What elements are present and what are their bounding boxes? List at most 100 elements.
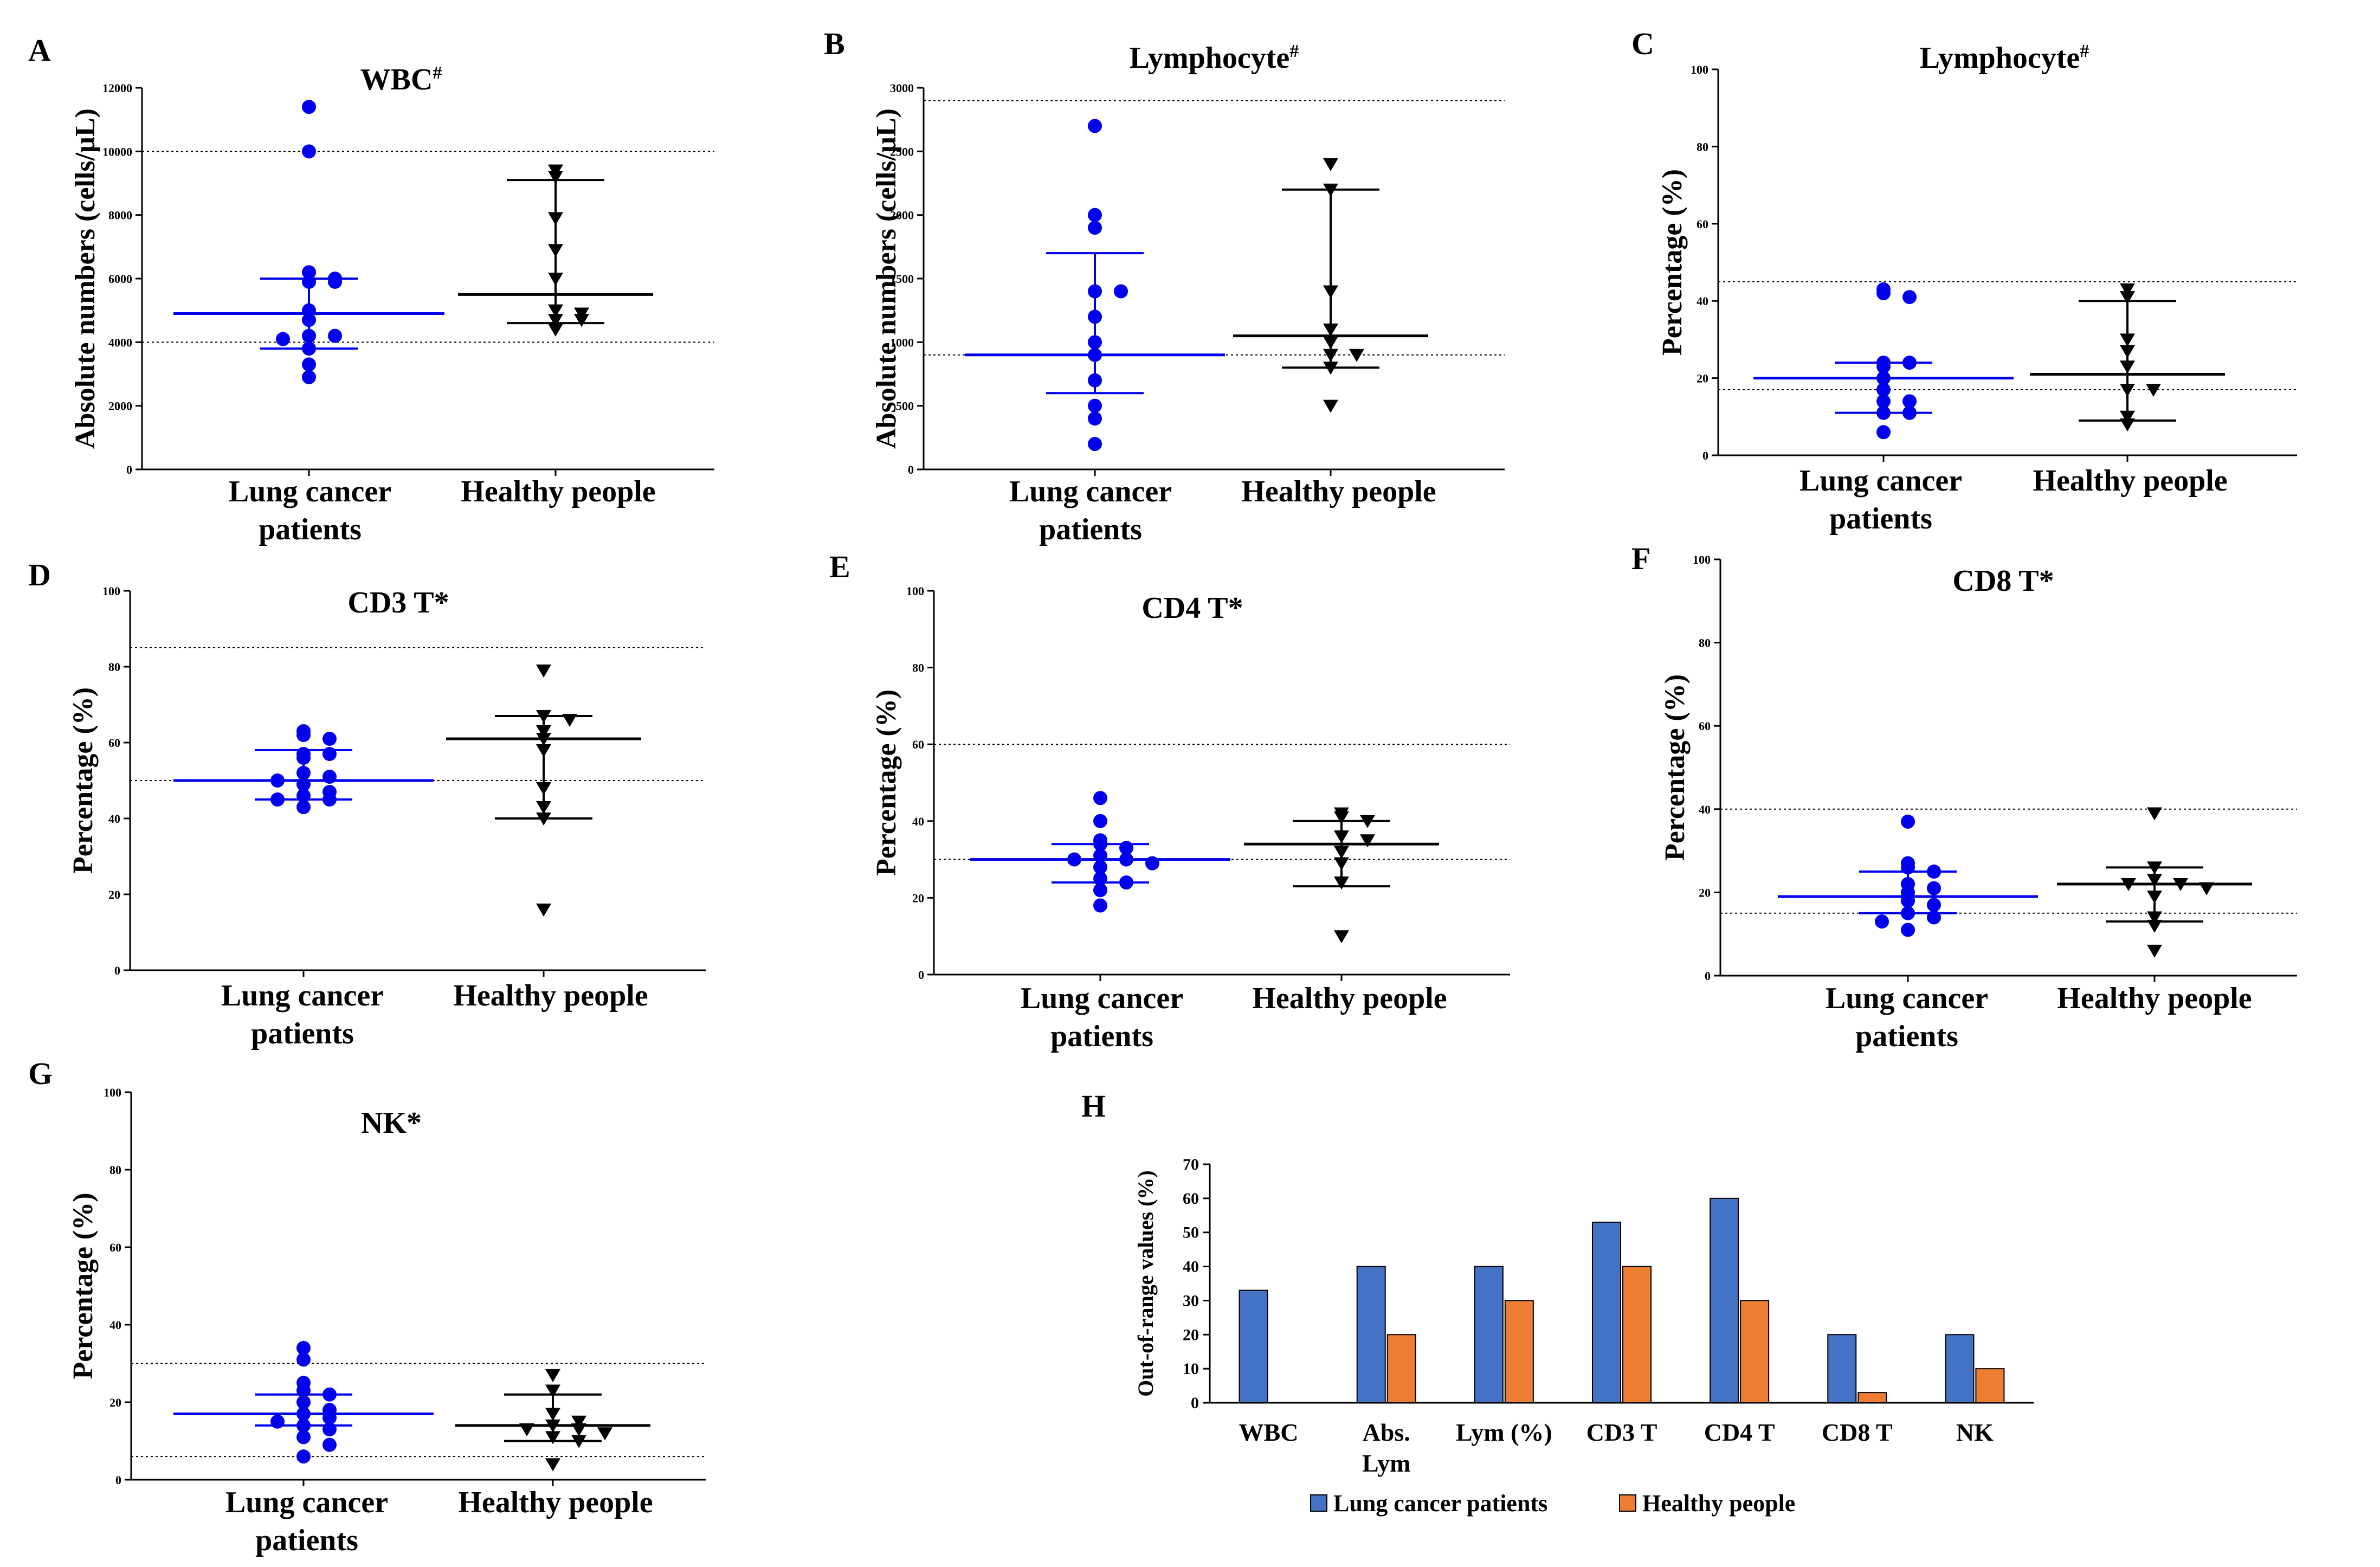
data-point [1876,371,1891,385]
y-tick-label: 20 [109,1396,121,1409]
data-point [545,1369,560,1382]
data-point [574,314,589,327]
data-point [302,357,316,372]
chart-title: NK* [361,1106,422,1140]
data-point [1876,394,1891,409]
data-point [323,792,337,807]
y-tick-label: 0 [908,463,914,476]
y-tick-label: 100 [1691,63,1708,76]
legend-swatch-healthy [1619,1494,1636,1512]
y-axis-label: Percentage (%) [1657,169,1688,356]
y-axis-label: Absolute numbers (cells/µL) [70,108,101,449]
data-point [1323,323,1338,337]
data-point [1902,356,1917,370]
category-label-healthy: Healthy people [1252,982,1447,1015]
y-tick-label: 80 [108,660,120,674]
y-tick-label: 20 [108,888,120,901]
panel-label: B [824,26,845,61]
chart-title: Lymphocyte# [1130,41,1299,75]
category-label-patients-line1: Lung cancer [221,979,384,1013]
y-tick-label: 80 [1699,636,1711,650]
data-point [1876,286,1891,300]
panel-label: F [1631,541,1650,576]
y-axis-label: Out-of-range values (%) [1133,1170,1158,1397]
y-axis-label: Percentage (%) [68,1192,99,1379]
data-point [548,244,563,257]
y-tick-label: 40 [109,1318,121,1332]
category-label-patients-line2: patients [1039,513,1142,546]
y-tick-label: 0 [126,463,132,476]
data-point [2120,383,2135,397]
data-point [597,1427,612,1441]
data-point [302,313,316,327]
title-superscript: # [433,63,442,83]
data-point [270,773,285,788]
y-tick-label: 40 [912,815,924,828]
category-label-healthy: Healthy people [453,979,648,1013]
data-point [2120,283,2135,296]
data-point [2147,911,2162,925]
bar [1386,1334,1416,1403]
data-point [545,1384,560,1398]
data-point [1334,876,1349,890]
panel-G: G NK* Percentage (%) 0 20 40 60 80 100 Lung cance… [28,1056,706,1557]
data-point [270,792,285,807]
data-point [536,710,551,723]
data-point [2199,882,2214,895]
data-point [548,304,563,318]
data-point [1901,893,1915,908]
category-label-patients-line2: patients [1829,502,1932,536]
data-point [1323,183,1338,197]
bar [1857,1392,1887,1403]
data-point [323,770,337,784]
data-point [1093,872,1107,886]
y-tick-label: 100 [104,1086,121,1099]
data-point [2147,944,2162,958]
bar [1975,1368,2005,1403]
data-point [296,1352,311,1367]
data-point [1088,437,1102,452]
data-point [1093,860,1107,874]
x-category-label-line2: Lym [1362,1449,1410,1477]
y-tick-label: 20 [1697,372,1708,385]
x-category-label: Lym (%) [1456,1418,1552,1446]
data-point [1360,834,1375,848]
y-axis-label: Percentage (%) [871,689,902,876]
y-tick-label: 12000 [102,81,132,95]
data-point [2121,878,2136,892]
data-point [545,1419,560,1433]
data-point [1901,860,1915,875]
data-point [2120,333,2135,347]
legend-swatch-patients [1310,1494,1327,1512]
y-tick-label: 40 [1697,294,1708,308]
data-point [536,782,551,795]
data-point [536,904,551,917]
data-point [323,747,337,761]
y-tick-label: 1000 [890,336,914,349]
category-label-healthy: Healthy people [1241,475,1436,508]
panel-C: C Lymphocyte# Percentage (%) 0 20 40 60 80 100 Lu… [1631,26,2297,536]
data-point [562,714,577,727]
data-point [1323,349,1338,362]
data-point [302,341,316,356]
data-point [296,789,311,803]
y-axis-label: Percentage (%) [68,687,99,874]
y-tick-label: 4000 [108,336,132,349]
category-label-patients-line1: Lung cancer [1009,475,1172,508]
y-tick-label: 0 [918,968,924,982]
bar [1740,1300,1770,1403]
data-point [323,1437,337,1452]
data-point [1119,841,1133,855]
y-tick-label: 60 [1697,217,1708,231]
y-tick-label: 20 [912,891,924,905]
data-point [2147,919,2162,933]
data-point [1088,309,1102,324]
data-point [519,1423,534,1437]
y-axis-label: Absolute numbers (cells/µL) [871,108,902,449]
category-label-healthy: Healthy people [2057,982,2252,1015]
data-point [1323,336,1338,350]
y-tick-label: 60 [109,1241,121,1254]
x-category-label: CD8 T [1822,1418,1893,1446]
data-point [296,766,311,780]
data-point [1088,411,1102,426]
